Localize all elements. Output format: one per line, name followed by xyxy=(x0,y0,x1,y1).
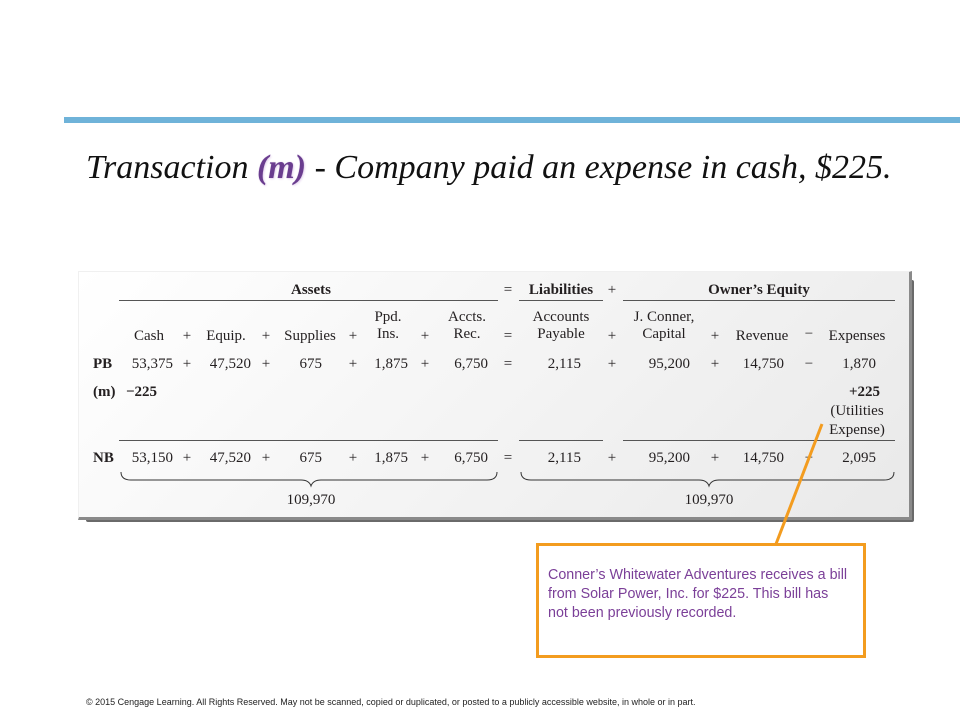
op-plus: + xyxy=(420,328,430,344)
col-ppd-ins-line2: Ins. xyxy=(376,326,400,342)
col-revenue: Revenue xyxy=(735,328,789,344)
cell-accts-rec: 6,750 xyxy=(454,450,488,466)
cell-ppd-ins: 1,875 xyxy=(374,356,408,372)
op-plus: + xyxy=(710,356,720,372)
cell-expenses: 1,870 xyxy=(842,356,876,372)
header-rule xyxy=(64,117,960,123)
cell-supplies: 675 xyxy=(299,356,323,372)
op-plus: + xyxy=(607,356,617,372)
op-plus: + xyxy=(607,328,617,344)
slide-title: Transaction (m) - Company paid an expens… xyxy=(86,145,906,190)
row-label-m: (m) xyxy=(93,384,116,400)
cell-capital: 95,200 xyxy=(648,450,690,466)
col-supplies: Supplies xyxy=(284,328,336,344)
cell-equip: 47,520 xyxy=(209,450,251,466)
cell-accounts-payable: 2,115 xyxy=(547,356,581,372)
op-plus: + xyxy=(261,328,271,344)
total-braces xyxy=(120,471,895,488)
col-capital-line2: Capital xyxy=(642,326,686,342)
op-plus: + xyxy=(261,450,271,466)
col-equip: Equip. xyxy=(206,328,246,344)
row-label-pb: PB xyxy=(93,356,113,372)
col-ppd-ins-line1: Ppd. xyxy=(374,309,402,325)
assets-underline xyxy=(119,300,498,301)
assets-brace xyxy=(120,471,498,488)
op-plus: + xyxy=(348,328,358,344)
title-prefix: Transaction xyxy=(86,149,257,186)
group-equals: = xyxy=(503,282,513,298)
cell-equip: 47,520 xyxy=(209,356,251,372)
op-equals: = xyxy=(503,450,513,466)
cell-cash-change: −225 xyxy=(126,384,158,400)
expense-note-line1: (Utilities xyxy=(830,403,884,419)
op-plus: + xyxy=(420,450,430,466)
op-plus: + xyxy=(182,356,192,372)
row-label-nb: NB xyxy=(93,450,114,466)
col-accounts-payable-line1: Accounts xyxy=(532,309,590,325)
op-minus: − xyxy=(804,356,814,372)
assets-total: 109,970 xyxy=(286,492,336,508)
callout-box: Conner’s Whitewater Adventures receives … xyxy=(536,543,866,658)
op-equals: = xyxy=(503,328,513,344)
op-plus: + xyxy=(348,356,358,372)
op-plus: + xyxy=(261,356,271,372)
copyright-footer: © 2015 Cengage Learning. All Rights Rese… xyxy=(86,697,696,707)
col-cash: Cash xyxy=(134,328,164,344)
group-liabilities: Liabilities xyxy=(528,282,594,298)
op-equals: = xyxy=(503,356,513,372)
cell-accounts-payable: 2,115 xyxy=(547,450,581,466)
assets-total-rule xyxy=(119,440,498,441)
cell-cash: 53,150 xyxy=(131,450,173,466)
liabilities-total-rule xyxy=(519,440,603,441)
group-owners-equity: Owner’s Equity xyxy=(708,282,810,298)
transaction-label: (m) xyxy=(256,149,307,186)
col-accts-rec-line2: Rec. xyxy=(453,326,481,342)
col-capital-line1: J. Conner, xyxy=(633,309,695,325)
op-plus: + xyxy=(607,450,617,466)
cell-revenue: 14,750 xyxy=(742,450,784,466)
accounting-equation-table: Assets = Liabilities + Owner’s Equity Ca… xyxy=(78,271,912,520)
expense-note-line2: Expense) xyxy=(829,422,885,438)
equity-total-rule xyxy=(623,440,895,441)
title-suffix: - Company paid an expense in cash, $225. xyxy=(306,149,892,186)
op-plus: + xyxy=(710,450,720,466)
liabilities-equity-total: 109,970 xyxy=(684,492,734,508)
op-plus: + xyxy=(182,328,192,344)
cell-revenue: 14,750 xyxy=(742,356,784,372)
op-minus: − xyxy=(804,326,814,342)
group-assets: Assets xyxy=(291,282,331,298)
col-accounts-payable-line2: Payable xyxy=(537,326,585,342)
op-plus: + xyxy=(182,450,192,466)
cell-accts-rec: 6,750 xyxy=(454,356,488,372)
callout-text: Conner’s Whitewater Adventures receives … xyxy=(548,567,848,621)
cell-capital: 95,200 xyxy=(648,356,690,372)
op-plus: + xyxy=(710,328,720,344)
cell-expenses-change: +225 xyxy=(848,384,880,400)
liabilities-underline xyxy=(519,300,603,301)
cell-expenses: 2,095 xyxy=(842,450,876,466)
cell-supplies: 675 xyxy=(299,450,323,466)
op-plus: + xyxy=(348,450,358,466)
liab-equity-brace xyxy=(520,471,895,488)
op-plus: + xyxy=(420,356,430,372)
col-accts-rec-line1: Accts. xyxy=(448,309,486,325)
cell-ppd-ins: 1,875 xyxy=(374,450,408,466)
equity-underline xyxy=(623,300,895,301)
cell-cash: 53,375 xyxy=(131,356,173,372)
group-plus: + xyxy=(607,282,617,298)
col-expenses: Expenses xyxy=(828,328,886,344)
